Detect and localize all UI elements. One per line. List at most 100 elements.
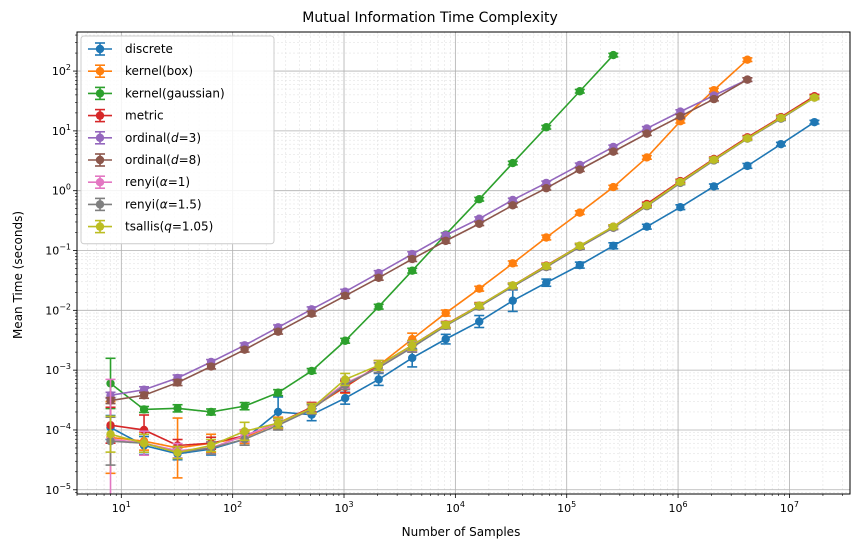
data-point [508,296,517,305]
data-point [206,407,216,417]
data-point [743,134,752,143]
legend-entry: kernel(box) [88,64,193,78]
x-tick-label: 107 [780,500,799,515]
legend-marker [95,89,105,98]
data-point [542,233,551,242]
data-point [441,334,450,344]
legend-marker [95,155,105,165]
data-point [810,93,819,102]
data-point [642,201,652,210]
data-point [508,259,517,268]
data-point [408,266,417,275]
y-axis: 10−5 10−4 10−3 10−2 10−1 100 101 102 [45,34,77,497]
series-5 [105,75,753,405]
legend-entry: renyi(α=1) [88,175,190,189]
legend-label: renyi(α=1) [125,175,190,189]
y-axis-label: Mean Time (seconds) [11,211,25,339]
legend-label: renyi(α=1.5) [125,197,202,211]
x-tick-label: 101 [112,500,131,515]
y-tick-label: 102 [52,63,71,78]
data-point [575,260,585,270]
data-point [709,182,719,191]
data-point [575,208,585,217]
data-point [340,336,350,345]
legend-label: kernel(gaussian) [125,86,225,100]
x-axis: 101 102 103 104 105 106 107 [76,494,843,515]
data-point [240,401,249,411]
legend-entry: metric [88,109,164,123]
y-tick-label: 100 [52,183,71,198]
legend-marker [95,133,105,142]
data-point [139,405,149,414]
data-point [408,353,417,363]
data-point [508,281,517,290]
legend-label: kernel(box) [125,64,193,78]
data-point [508,158,517,168]
data-point [609,147,618,156]
data-point [776,113,786,123]
data-point [475,219,484,228]
legend-entry: kernel(gaussian) [88,86,225,100]
data-point [642,153,652,162]
data-point [206,441,216,450]
legend-entry: ordinal(d=8) [88,153,201,167]
data-point [542,123,551,132]
series-line [110,227,614,452]
data-point [240,345,249,354]
data-point [273,418,283,428]
x-tick-label: 105 [557,500,576,515]
legend-marker [95,111,105,120]
data-point [475,317,484,326]
data-point [609,182,618,192]
data-point [173,448,182,457]
data-point [374,273,383,282]
data-point [340,393,350,403]
data-point [475,284,484,293]
data-point [374,361,383,370]
series-line [110,96,815,454]
data-point [575,87,585,96]
data-point [609,222,618,231]
data-point [475,195,484,204]
legend-marker [95,200,105,209]
x-tick-label: 104 [446,500,465,515]
data-point [575,241,585,250]
data-point [340,375,350,384]
data-point [374,375,383,384]
legend-marker [95,178,105,187]
data-point [709,94,719,104]
data-point [810,117,819,127]
series-8 [105,93,820,460]
data-point [609,241,618,250]
chart-title: Mutual Information Time Complexity [302,10,558,26]
y-tick-label: 10−5 [45,482,71,497]
legend-entry: discrete [88,42,173,56]
data-point [743,161,752,171]
data-point [374,302,383,311]
data-point [106,429,115,439]
data-point [743,75,752,84]
y-tick-label: 10−2 [45,302,71,317]
data-point [676,202,685,212]
legend-marker [95,67,105,76]
y-tick-label: 101 [52,123,71,138]
y-tick-label: 10−4 [45,422,71,437]
data-point [441,320,450,330]
data-point [743,55,752,64]
y-tick-label: 10−3 [45,362,71,377]
data-point [542,184,551,193]
legend-entry: tsallis(q=1.05) [88,220,213,234]
data-point [441,236,450,246]
data-point [575,165,585,174]
data-point [408,254,417,264]
data-point [642,129,652,138]
series-line [110,78,748,397]
series-line [110,54,614,413]
data-point [408,341,417,350]
series-2 [105,50,619,417]
legend-label: metric [125,109,164,123]
data-point [609,50,618,60]
x-axis-label: Number of Samples [402,525,521,539]
data-point [508,201,517,210]
data-point [307,404,316,413]
